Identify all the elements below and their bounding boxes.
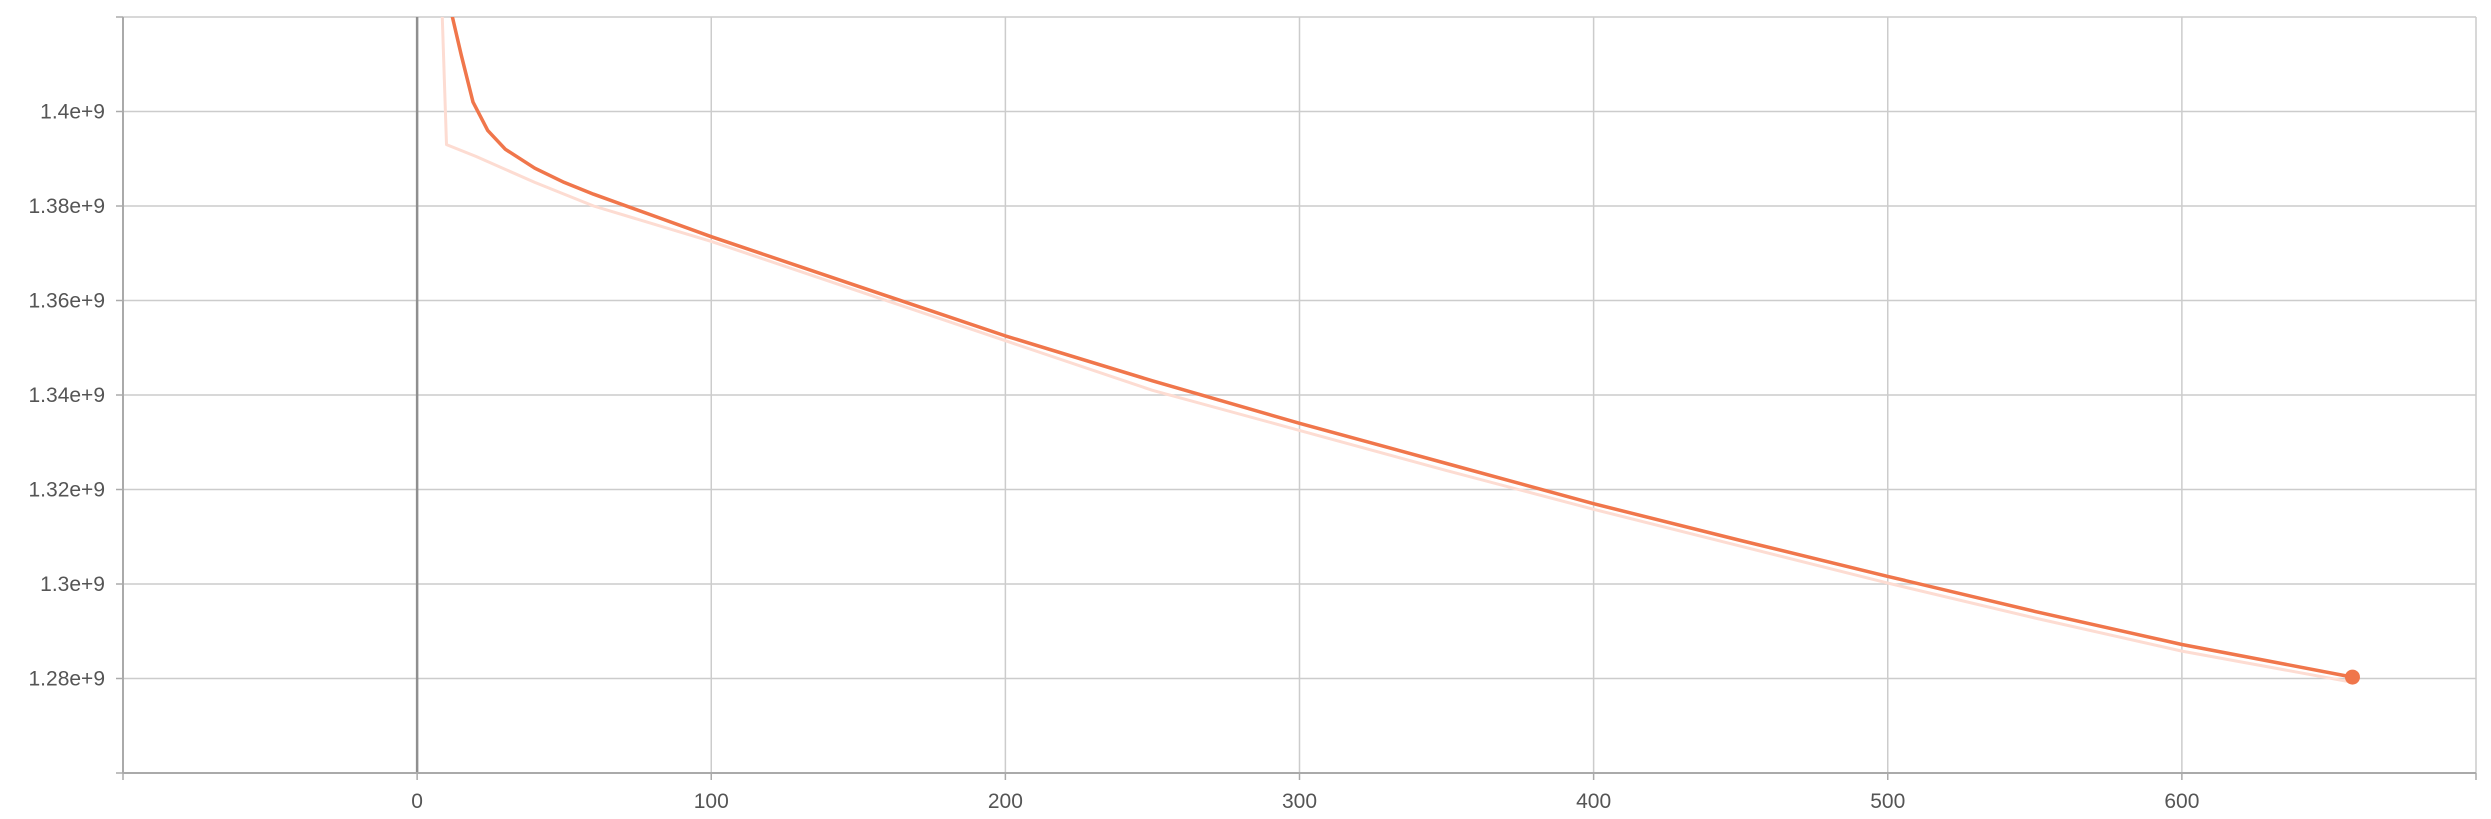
x-tick-label: 200 <box>988 790 1023 813</box>
tick-labels: 1.28e+9 1.3e+9 1.32e+9 1.34e+9 1.36e+9 1.38e+… <box>29 101 2200 814</box>
x-tick-label: 400 <box>1576 790 1611 813</box>
y-tick-label: 1.28e+9 <box>29 668 106 691</box>
x-tick-label: 300 <box>1282 790 1317 813</box>
y-tick-label: 1.3e+9 <box>40 573 105 596</box>
plot-series <box>440 17 2360 685</box>
axes <box>116 16 2477 780</box>
x-tick-label: 100 <box>694 790 729 813</box>
x-tick-label: 600 <box>2164 790 2199 813</box>
grid-lines <box>123 16 2477 773</box>
y-tick-label: 1.38e+9 <box>29 195 106 218</box>
y-tick-label: 1.32e+9 <box>29 479 106 502</box>
y-tick-label: 1.4e+9 <box>40 101 105 124</box>
series-line-raw <box>440 17 2354 684</box>
y-tick-label: 1.36e+9 <box>29 290 106 313</box>
x-tick-label: 500 <box>1870 790 1905 813</box>
y-tick-label: 1.34e+9 <box>29 384 106 407</box>
series-line-smoothed <box>450 17 2355 679</box>
series-last-point-marker <box>2344 669 2360 685</box>
x-tick-label: 0 <box>411 790 423 813</box>
